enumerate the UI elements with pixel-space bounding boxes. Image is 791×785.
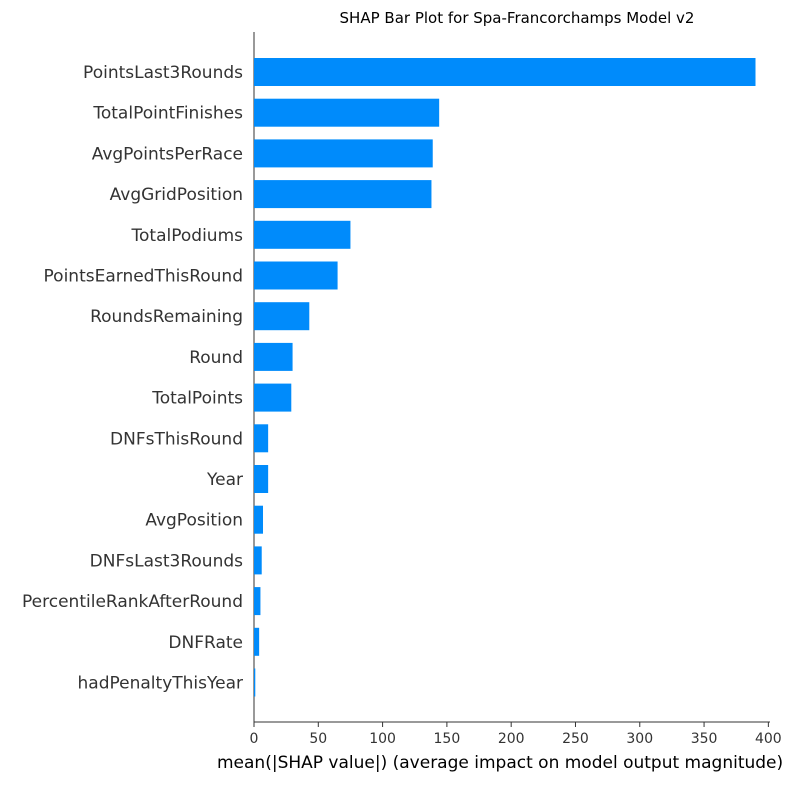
category-label-AvgPointsPerRace: AvgPointsPerRace [92,144,243,164]
category-label-TotalPodiums: TotalPodiums [131,226,244,246]
category-label-DNFRate: DNFRate [168,633,243,653]
x-tick-label-300: 300 [626,731,653,747]
category-label-RoundsRemaining: RoundsRemaining [90,307,243,327]
category-label-DNFsThisRound: DNFsThisRound [110,429,243,449]
category-label-PointsEarnedThisRound: PointsEarnedThisRound [44,267,243,287]
category-label-PercentileRankAfterRound: PercentileRankAfterRound [22,592,243,612]
bar-AvgPointsPerRace [254,139,433,168]
bar-hadPenaltyThisYear [254,668,256,697]
x-axis-label: mean(|SHAP value|) (average impact on mo… [217,753,783,773]
bar-PercentileRankAfterRound [254,587,261,616]
category-label-hadPenaltyThisYear: hadPenaltyThisYear [78,674,243,694]
chart-title: SHAP Bar Plot for Spa-Francorchamps Mode… [340,9,695,27]
category-label-AvgGridPosition: AvgGridPosition [110,185,243,205]
x-tick-label-200: 200 [498,731,525,747]
bar-AvgGridPosition [254,180,432,209]
category-label-TotalPoints: TotalPoints [151,389,243,409]
category-labels: PointsLast3Rounds TotalPointFinishes AvgPo… [22,63,243,694]
x-tick-label-400: 400 [755,731,782,747]
bar-RoundsRemaining [254,302,310,331]
x-ticks: 0 50 100 150 200 250 300 350 400 [250,722,782,747]
bars-group [254,58,756,697]
x-tick-label-250: 250 [562,731,589,747]
bar-AvgPosition [254,505,264,534]
bar-DNFsThisRound [254,424,269,453]
category-label-Round: Round [189,348,243,368]
bar-TotalPointFinishes [254,98,440,127]
x-tick-label-100: 100 [369,731,396,747]
x-tick-label-0: 0 [250,731,259,747]
bar-Year [254,465,269,493]
bar-TotalPoints [254,383,292,412]
category-label-PointsLast3Rounds: PointsLast3Rounds [83,63,243,83]
bar-DNFsLast3Rounds [254,546,262,575]
bar-DNFRate [254,627,260,656]
x-tick-label-50: 50 [309,731,327,747]
bar-PointsEarnedThisRound [254,261,338,290]
bar-TotalPodiums [254,220,351,249]
x-tick-label-150: 150 [434,731,461,747]
category-label-DNFsLast3Rounds: DNFsLast3Rounds [90,551,243,571]
bar-PointsLast3Rounds [254,58,756,86]
category-label-TotalPointFinishes: TotalPointFinishes [92,104,243,124]
category-label-AvgPosition: AvgPosition [145,511,243,531]
bar-Round [254,342,293,371]
category-label-Year: Year [206,470,243,490]
x-tick-label-350: 350 [691,731,718,747]
